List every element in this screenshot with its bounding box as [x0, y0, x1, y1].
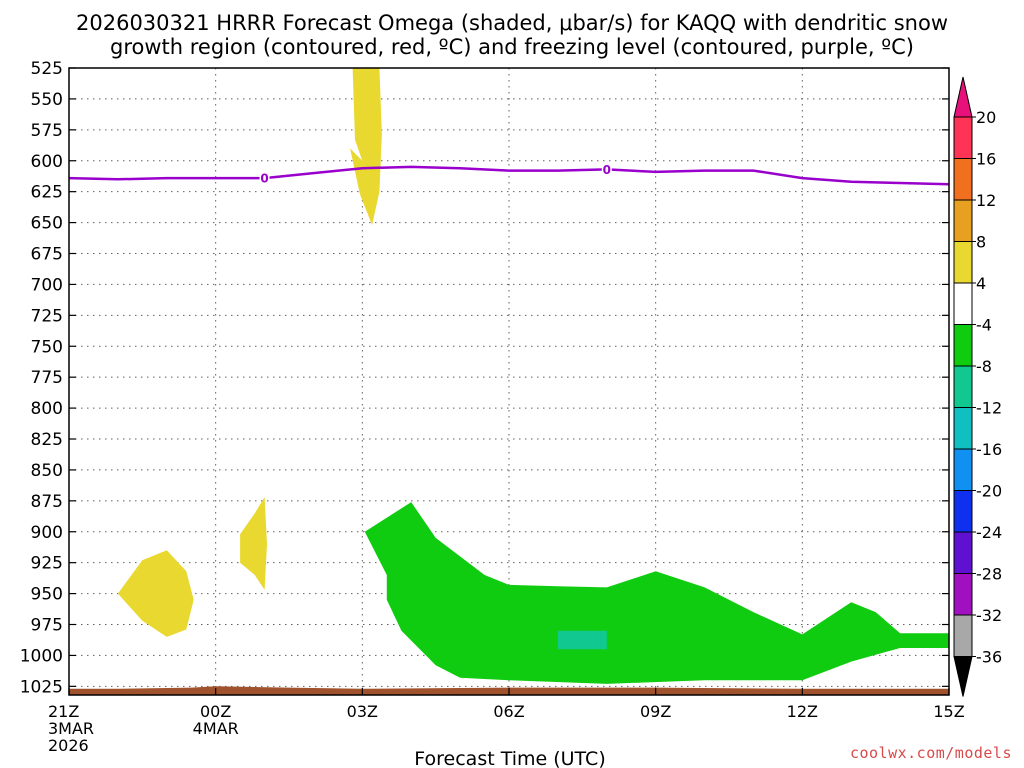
x-tick-label: 21Z	[48, 702, 79, 721]
title-line-2: growth region (contoured, red, ºC) and f…	[110, 35, 914, 59]
freezing-level-label: 0	[260, 172, 268, 186]
y-tick-label: 1000	[20, 646, 63, 666]
colorbar-swatch	[953, 448, 973, 491]
title-line-1: 2026030321 HRRR Forecast Omega (shaded, …	[76, 11, 948, 35]
colorbar-swatch	[953, 241, 973, 284]
contour-label-bg	[601, 162, 612, 177]
colorbar-label: 12	[976, 191, 996, 210]
x-tick-label: 4MAR	[193, 719, 239, 738]
colorbar-label: -36	[976, 648, 1002, 667]
y-tick-label: 600	[31, 152, 63, 172]
x-tick-label: 3MAR	[48, 719, 94, 738]
y-tick-label: 950	[31, 585, 63, 605]
grid-lines	[69, 68, 949, 695]
colorbar-top-arrow	[953, 76, 973, 118]
x-tick-label: 12Z	[787, 702, 818, 721]
freezing-level-label: 0	[603, 163, 611, 177]
y-tick-label: 525	[31, 59, 63, 79]
colorbar-legend: 20 16 12 8 4 -4 -8 -12 -16 -20 -24 -28 -32 -36	[953, 76, 1002, 697]
colorbar-swatch	[953, 282, 973, 325]
colorbar-swatch	[953, 158, 973, 201]
freezing-level-contour: 00	[68, 162, 950, 186]
colorbar-label: 8	[976, 233, 986, 252]
y-tick-label: 675	[31, 245, 63, 265]
y-tick-label: 700	[31, 275, 63, 295]
colorbar-swatch	[953, 531, 973, 574]
colorbar-label: 4	[976, 274, 986, 293]
colorbar-label: -4	[976, 316, 992, 335]
omega-region	[240, 497, 267, 590]
x-tick-label: 00Z	[200, 702, 231, 721]
y-tick-label: 800	[31, 399, 63, 419]
colorbar-swatch	[953, 490, 973, 533]
y-tick-label: 550	[31, 90, 63, 110]
colorbar-label: -8	[976, 357, 992, 376]
y-tick-label: 725	[31, 306, 63, 326]
y-tick-label: 825	[31, 430, 63, 450]
colorbar-label: 20	[976, 108, 996, 127]
y-tick-label: 850	[31, 461, 63, 481]
y-tick-label: 750	[31, 337, 63, 357]
omega-shaded-regions	[117, 68, 949, 684]
y-tick-label: 875	[31, 492, 63, 512]
colorbar-label: -28	[976, 565, 1002, 584]
omega-region	[350, 68, 382, 226]
x-tick-label: 06Z	[493, 702, 524, 721]
omega-region	[117, 550, 194, 637]
y-axis: 525 550 575 600 625 650 675 700 725 750 775 800 825 8…	[20, 59, 949, 697]
colorbar-label: -12	[976, 399, 1002, 418]
colorbar-swatch	[953, 614, 973, 657]
omega-region	[557, 630, 607, 650]
chart-title: 2026030321 HRRR Forecast Omega (shaded, …	[76, 11, 948, 59]
colorbar-label: -16	[976, 440, 1002, 459]
colorbar-bottom-arrow	[953, 656, 973, 697]
colorbar-label: -24	[976, 523, 1002, 542]
y-tick-label: 925	[31, 554, 63, 574]
colorbar-swatch	[953, 324, 973, 367]
y-tick-label: 575	[31, 121, 63, 141]
credit-text: coolwx.com/models	[850, 744, 1012, 762]
y-tick-label: 625	[31, 183, 63, 203]
colorbar-label: 16	[976, 150, 996, 169]
freezing-level-line	[68, 165, 950, 186]
y-tick-label: 900	[31, 523, 63, 543]
colorbar-swatch	[953, 573, 973, 616]
y-tick-label: 650	[31, 214, 63, 234]
x-axis-title: Forecast Time (UTC)	[414, 748, 605, 768]
omega-region	[364, 502, 949, 684]
y-tick-label: 975	[31, 616, 63, 636]
colorbar-label: -20	[976, 482, 1002, 501]
x-tick-label: 09Z	[640, 702, 671, 721]
colorbar-label: -32	[976, 606, 1002, 625]
x-tick-label: 2026	[48, 736, 89, 755]
y-tick-label: 1025	[20, 677, 63, 697]
colorbar-swatch	[953, 365, 973, 408]
contour-label-bg	[259, 171, 270, 186]
colorbar-swatch	[953, 116, 973, 159]
x-tick-label: 15Z	[933, 702, 964, 721]
x-tick-label: 03Z	[347, 702, 378, 721]
y-tick-label: 775	[31, 368, 63, 388]
colorbar-swatch	[953, 407, 973, 450]
colorbar-swatch	[953, 199, 973, 242]
